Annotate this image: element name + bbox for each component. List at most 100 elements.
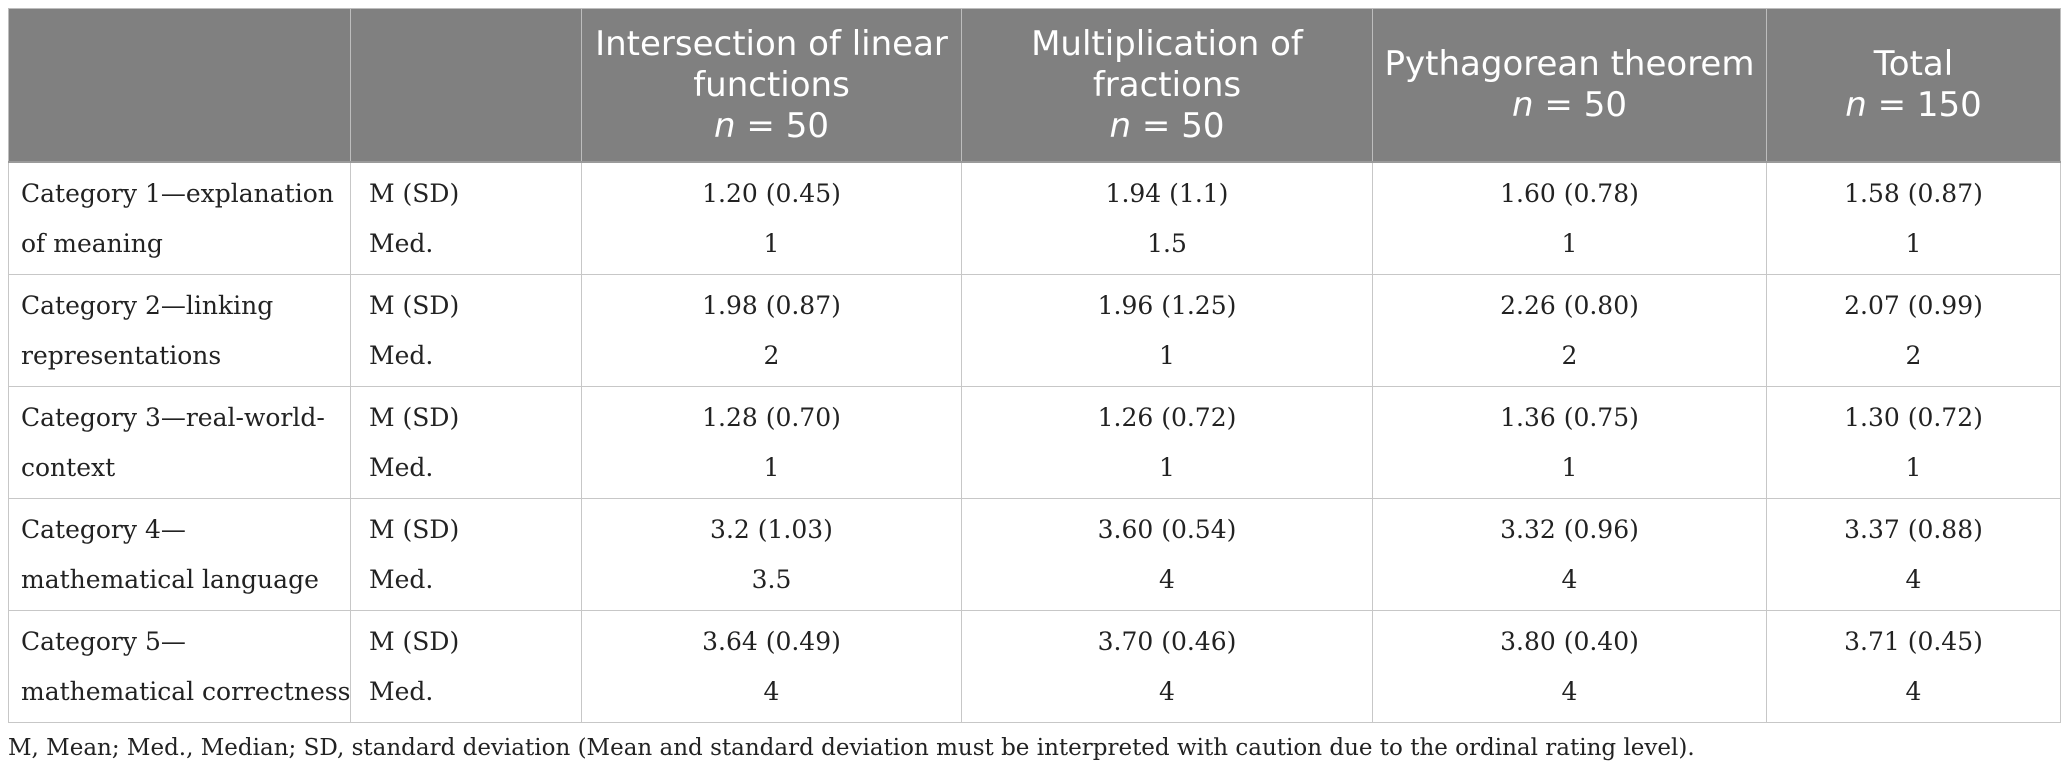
median-value: 1 bbox=[1561, 452, 1578, 482]
median-value: 1 bbox=[763, 228, 780, 258]
header-title: Pythagorean theorem bbox=[1384, 44, 1755, 84]
value-cell: 3.80 (0.40) 4 bbox=[1372, 610, 1767, 723]
stat-label-cell: M (SD) Med. bbox=[350, 161, 582, 275]
mean-sd-value: 3.80 (0.40) bbox=[1500, 626, 1639, 656]
header-title: Total bbox=[1873, 44, 1954, 84]
median-value: 3.5 bbox=[751, 564, 792, 594]
stat-label-cell: M (SD) Med. bbox=[350, 498, 582, 611]
mean-sd-value: 1.58 (0.87) bbox=[1844, 178, 1983, 208]
mean-sd-value: 1.94 (1.1) bbox=[1105, 178, 1229, 208]
category-label: Category 2—linking bbox=[21, 290, 274, 320]
value-cell: 1.98 (0.87) 2 bbox=[581, 274, 962, 387]
value-cell: 3.32 (0.96) 4 bbox=[1372, 498, 1767, 611]
mean-sd-value: 2.07 (0.99) bbox=[1844, 290, 1983, 320]
stat-label: M (SD) bbox=[369, 626, 460, 656]
median-value: 1 bbox=[1159, 452, 1175, 482]
value-cell: 1.96 (1.25) 1 bbox=[961, 274, 1373, 387]
stat-label: Med. bbox=[369, 564, 434, 594]
mean-sd-value: 1.28 (0.70) bbox=[702, 402, 841, 432]
median-value: 2 bbox=[1561, 340, 1578, 370]
category-label: of meaning bbox=[21, 228, 163, 258]
stat-label: M (SD) bbox=[369, 290, 460, 320]
category-cell: Category 4— mathematical language bbox=[8, 498, 351, 611]
value-cell: 1.26 (0.72) 1 bbox=[961, 386, 1373, 499]
value-cell: 3.2 (1.03) 3.5 bbox=[581, 498, 962, 611]
value-cell: 1.30 (0.72) 1 bbox=[1766, 386, 2061, 499]
category-label: Category 1—explanation bbox=[21, 178, 334, 208]
median-value: 4 bbox=[1561, 676, 1578, 706]
median-value: 2 bbox=[1905, 340, 1922, 370]
mean-sd-value: 1.36 (0.75) bbox=[1500, 402, 1639, 432]
median-value: 4 bbox=[1905, 676, 1922, 706]
value-cell: 2.07 (0.99) 2 bbox=[1766, 274, 2061, 387]
table-row: Category 2—linking representations M (SD)… bbox=[8, 274, 2061, 387]
stat-label: Med. bbox=[369, 228, 434, 258]
mean-sd-value: 1.60 (0.78) bbox=[1500, 178, 1639, 208]
stat-label-cell: M (SD) Med. bbox=[350, 386, 582, 499]
median-value: 4 bbox=[1905, 564, 1922, 594]
header-n-label: n bbox=[1512, 85, 1534, 125]
table-row: Category 3—real-world-context M (SD) Med.… bbox=[8, 386, 2061, 499]
header-cell-category bbox=[8, 8, 351, 163]
stat-label-cell: M (SD) Med. bbox=[350, 274, 582, 387]
median-value: 1 bbox=[1905, 452, 1922, 482]
median-value: 4 bbox=[763, 676, 780, 706]
value-cell: 3.60 (0.54) 4 bbox=[961, 498, 1373, 611]
header-title: Multiplication of fractions bbox=[1031, 23, 1303, 105]
header-row: Intersection of linear functions n = 50 … bbox=[8, 8, 2061, 163]
mean-sd-value: 2.26 (0.80) bbox=[1500, 290, 1639, 320]
mean-sd-value: 1.96 (1.25) bbox=[1097, 290, 1237, 320]
mean-sd-value: 3.32 (0.96) bbox=[1500, 514, 1639, 544]
value-cell: 3.64 (0.49) 4 bbox=[581, 610, 962, 723]
stat-label: M (SD) bbox=[369, 178, 460, 208]
median-value: 1.5 bbox=[1147, 228, 1187, 258]
header-n-value: = 50 bbox=[735, 105, 829, 146]
header-cell-linear-functions: Intersection of linear functions n = 50 bbox=[581, 8, 962, 163]
median-value: 1 bbox=[1905, 228, 1922, 258]
median-value: 4 bbox=[1159, 564, 1175, 594]
stat-label: Med. bbox=[369, 452, 434, 482]
header-cell-pythagorean: Pythagorean theorem n = 50 bbox=[1372, 8, 1767, 163]
stat-label: M (SD) bbox=[369, 514, 460, 544]
results-table-container: Intersection of linear functions n = 50 … bbox=[8, 8, 2061, 761]
stat-label: Med. bbox=[369, 676, 434, 706]
header-n-label: n bbox=[1109, 105, 1132, 146]
value-cell: 3.71 (0.45) 4 bbox=[1766, 610, 2061, 723]
header-cell-fractions: Multiplication of fractions n = 50 bbox=[961, 8, 1373, 163]
median-value: 2 bbox=[763, 340, 780, 370]
header-n-label: n bbox=[714, 105, 736, 146]
median-value: 4 bbox=[1561, 564, 1578, 594]
value-cell: 1.94 (1.1) 1.5 bbox=[961, 161, 1373, 275]
value-cell: 1.58 (0.87) 1 bbox=[1766, 161, 2061, 275]
mean-sd-value: 3.2 (1.03) bbox=[710, 514, 833, 544]
category-label: context bbox=[21, 452, 116, 482]
value-cell: 1.60 (0.78) 1 bbox=[1372, 161, 1767, 275]
results-table: Intersection of linear functions n = 50 … bbox=[8, 8, 2061, 723]
category-label: Category 5— bbox=[21, 626, 186, 656]
value-cell: 2.26 (0.80) 2 bbox=[1372, 274, 1767, 387]
mean-sd-value: 3.60 (0.54) bbox=[1097, 514, 1237, 544]
category-label: mathematical language bbox=[21, 564, 319, 594]
header-n-label: n bbox=[1845, 85, 1867, 125]
value-cell: 1.36 (0.75) 1 bbox=[1372, 386, 1767, 499]
category-cell: Category 1—explanation of meaning bbox=[8, 161, 351, 275]
mean-sd-value: 1.98 (0.87) bbox=[702, 290, 841, 320]
category-cell: Category 5— mathematical correctness bbox=[8, 610, 351, 723]
median-value: 1 bbox=[763, 452, 780, 482]
value-cell: 3.37 (0.88) 4 bbox=[1766, 498, 2061, 611]
header-n-value: = 50 bbox=[1533, 85, 1627, 125]
mean-sd-value: 3.70 (0.46) bbox=[1097, 626, 1237, 656]
category-label: representations bbox=[21, 340, 222, 370]
mean-sd-value: 3.37 (0.88) bbox=[1844, 514, 1983, 544]
stat-label: M (SD) bbox=[369, 402, 460, 432]
table-footnote: M, Mean; Med., Median; SD, standard devi… bbox=[8, 735, 1695, 761]
value-cell: 1.20 (0.45) 1 bbox=[581, 161, 962, 275]
stat-label-cell: M (SD) Med. bbox=[350, 610, 582, 723]
header-cell-total: Total n = 150 bbox=[1766, 8, 2061, 163]
mean-sd-value: 1.30 (0.72) bbox=[1844, 402, 1983, 432]
median-value: 4 bbox=[1159, 676, 1175, 706]
mean-sd-value: 3.64 (0.49) bbox=[702, 626, 841, 656]
category-label: Category 4— bbox=[21, 514, 186, 544]
mean-sd-value: 1.26 (0.72) bbox=[1097, 402, 1237, 432]
table-row: Category 1—explanation of meaning M (SD) M… bbox=[8, 161, 2061, 275]
